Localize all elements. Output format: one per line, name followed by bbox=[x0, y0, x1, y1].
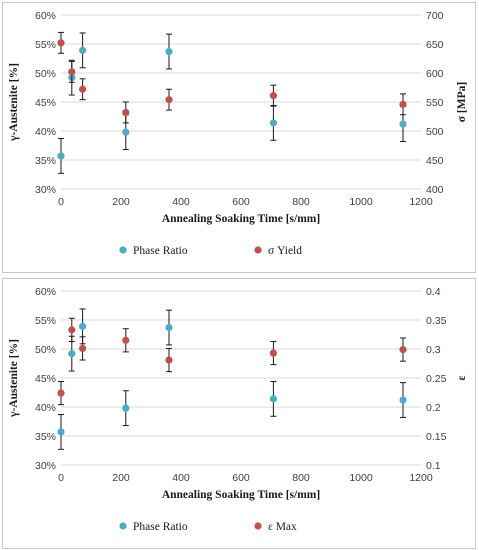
legend-label: Phase Ratio bbox=[133, 245, 188, 257]
y2-tick-label: 700 bbox=[426, 10, 444, 22]
data-point bbox=[399, 345, 407, 354]
legend-label: ε Max bbox=[268, 521, 297, 533]
data-point bbox=[122, 336, 130, 344]
x-tick-label: 1200 bbox=[409, 472, 433, 484]
x-tick-label: 400 bbox=[172, 472, 190, 484]
legend-label: σ Yield bbox=[268, 245, 302, 257]
x-tick-label: 0 bbox=[58, 472, 64, 484]
x-tick-label: 0 bbox=[58, 196, 64, 208]
data-point bbox=[399, 396, 407, 404]
y-tick-label: 30% bbox=[35, 184, 56, 196]
x-tick-label: 1000 bbox=[349, 196, 373, 208]
data-point bbox=[399, 120, 407, 128]
x-axis-title: Annealing Soaking Time [s/mm] bbox=[162, 489, 320, 501]
chart-svg-bottom: 30% 0.1 35% 0.15 40% 0.2 45% 0.25 50% 0.3 55% 0.35 6… bbox=[8, 286, 468, 533]
data-point bbox=[57, 152, 65, 160]
data-point bbox=[399, 100, 407, 108]
y-tick-label: 45% bbox=[35, 97, 56, 109]
y-tick-label: 50% bbox=[35, 344, 56, 356]
data-point bbox=[269, 92, 277, 100]
chart-panel-top: 30% 400 35% 450 40% 500 45% 550 50% 600 55% 650 60% 7… bbox=[2, 2, 476, 273]
y-tick-label: 40% bbox=[35, 126, 56, 138]
x-tick-label: 1200 bbox=[409, 196, 433, 208]
y2-tick-label: 650 bbox=[426, 39, 444, 51]
legend-marker bbox=[119, 246, 127, 254]
y2-tick-label: 550 bbox=[426, 97, 444, 109]
data-point bbox=[165, 96, 173, 104]
y-tick-label: 40% bbox=[35, 402, 56, 414]
data-point bbox=[269, 395, 277, 403]
data-point bbox=[165, 47, 173, 56]
data-point bbox=[79, 46, 87, 54]
y2-tick-label: 500 bbox=[426, 126, 444, 138]
data-point bbox=[57, 428, 65, 436]
data-point bbox=[57, 389, 65, 397]
x-tick-label: 400 bbox=[172, 196, 190, 208]
data-point bbox=[165, 323, 173, 332]
x-tick-label: 800 bbox=[292, 472, 310, 484]
x-axis-title: Annealing Soaking Time [s/mm] bbox=[162, 213, 320, 225]
legend-marker bbox=[254, 522, 262, 530]
data-point bbox=[68, 326, 76, 334]
x-tick-label: 1000 bbox=[349, 472, 373, 484]
legend-marker bbox=[254, 246, 262, 254]
y2-tick-label: 0.3 bbox=[426, 344, 441, 356]
x-tick-label: 200 bbox=[112, 472, 130, 484]
y-axis-title: γ-Austenite [%] bbox=[8, 63, 20, 142]
y-tick-label: 30% bbox=[35, 460, 56, 472]
y-tick-label: 60% bbox=[35, 286, 56, 298]
data-point bbox=[122, 404, 130, 412]
chart-svg-top: 30% 400 35% 450 40% 500 45% 550 50% 600 55% 650 60% 7… bbox=[8, 10, 468, 257]
y2-tick-label: 0.2 bbox=[426, 402, 441, 414]
y2-tick-label: 0.4 bbox=[426, 286, 441, 298]
y2-tick-label: 0.35 bbox=[426, 315, 447, 327]
data-point bbox=[122, 108, 130, 117]
y-tick-label: 35% bbox=[35, 431, 56, 443]
chart-panel-bottom: 30% 0.1 35% 0.15 40% 0.2 45% 0.25 50% 0.3 55% 0.35 6… bbox=[2, 278, 476, 549]
data-point bbox=[269, 349, 277, 357]
data-point bbox=[57, 39, 65, 47]
legend-marker bbox=[119, 522, 127, 530]
y-tick-label: 55% bbox=[35, 315, 56, 327]
y-tick-label: 60% bbox=[35, 10, 56, 22]
data-point bbox=[165, 356, 173, 364]
y2-axis-title: ε bbox=[456, 375, 468, 380]
x-tick-label: 200 bbox=[112, 196, 130, 208]
data-point bbox=[68, 68, 76, 76]
y-tick-label: 50% bbox=[35, 68, 56, 80]
y2-tick-label: 600 bbox=[426, 68, 444, 80]
y2-tick-label: 400 bbox=[426, 184, 444, 196]
data-point bbox=[122, 128, 130, 136]
data-point bbox=[79, 322, 87, 330]
x-tick-label: 600 bbox=[232, 472, 250, 484]
x-tick-label: 800 bbox=[292, 196, 310, 208]
data-point bbox=[79, 344, 87, 353]
y2-tick-label: 0.15 bbox=[426, 431, 447, 443]
y2-tick-label: 0.25 bbox=[426, 373, 447, 385]
y-tick-label: 45% bbox=[35, 373, 56, 385]
y-tick-label: 55% bbox=[35, 39, 56, 51]
data-point bbox=[79, 85, 87, 93]
y2-tick-label: 450 bbox=[426, 155, 444, 167]
y-tick-label: 35% bbox=[35, 155, 56, 167]
legend-label: Phase Ratio bbox=[133, 521, 188, 533]
y2-tick-label: 0.1 bbox=[426, 460, 441, 472]
y2-axis-title: σ [MPa] bbox=[456, 82, 468, 122]
x-tick-label: 600 bbox=[232, 196, 250, 208]
y-axis-title: γ-Austenite [%] bbox=[8, 339, 20, 418]
data-point bbox=[68, 350, 76, 358]
data-point bbox=[269, 119, 277, 127]
